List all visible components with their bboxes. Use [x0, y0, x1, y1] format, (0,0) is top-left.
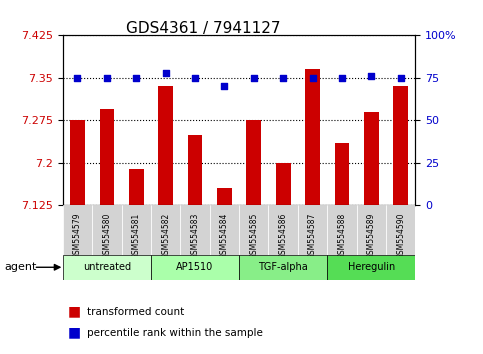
FancyBboxPatch shape	[151, 205, 180, 255]
Text: percentile rank within the sample: percentile rank within the sample	[87, 328, 263, 338]
Text: ■: ■	[68, 326, 81, 340]
Point	[162, 70, 170, 76]
FancyBboxPatch shape	[151, 255, 239, 280]
FancyBboxPatch shape	[63, 205, 92, 255]
Point	[191, 75, 199, 81]
Bar	[99, 109, 114, 205]
FancyBboxPatch shape	[122, 205, 151, 255]
Bar	[217, 188, 232, 205]
Text: GSM554590: GSM554590	[396, 213, 405, 259]
FancyBboxPatch shape	[298, 205, 327, 255]
Text: ■: ■	[68, 304, 81, 319]
FancyBboxPatch shape	[269, 205, 298, 255]
Point	[279, 75, 287, 81]
Text: GSM554579: GSM554579	[73, 213, 82, 259]
Point	[103, 75, 111, 81]
Text: transformed count: transformed count	[87, 307, 184, 316]
Point	[368, 73, 375, 79]
FancyBboxPatch shape	[239, 255, 327, 280]
Bar	[364, 112, 379, 205]
Point	[250, 75, 257, 81]
FancyBboxPatch shape	[356, 205, 386, 255]
FancyBboxPatch shape	[386, 205, 415, 255]
Text: untreated: untreated	[83, 262, 131, 272]
Bar	[158, 86, 173, 205]
Point	[132, 75, 140, 81]
Text: GSM554585: GSM554585	[249, 213, 258, 259]
Text: AP1510: AP1510	[176, 262, 213, 272]
FancyBboxPatch shape	[327, 255, 415, 280]
Bar	[188, 135, 202, 205]
Bar	[246, 120, 261, 205]
Bar	[393, 86, 408, 205]
Text: GSM554584: GSM554584	[220, 213, 229, 259]
Point	[309, 75, 316, 81]
Text: TGF-alpha: TGF-alpha	[258, 262, 308, 272]
FancyBboxPatch shape	[210, 205, 239, 255]
Text: GSM554582: GSM554582	[161, 213, 170, 259]
Text: agent: agent	[5, 262, 37, 272]
Text: GSM554588: GSM554588	[338, 213, 346, 259]
Text: GSM554587: GSM554587	[308, 213, 317, 259]
FancyBboxPatch shape	[63, 255, 151, 280]
Text: GDS4361 / 7941127: GDS4361 / 7941127	[126, 21, 280, 36]
Text: GSM554589: GSM554589	[367, 213, 376, 259]
Bar	[335, 143, 349, 205]
Bar	[129, 169, 143, 205]
Point	[338, 75, 346, 81]
Point	[221, 84, 228, 89]
Text: GSM554583: GSM554583	[190, 213, 199, 259]
FancyBboxPatch shape	[92, 205, 122, 255]
Bar	[276, 163, 290, 205]
Bar	[70, 120, 85, 205]
Text: GSM554581: GSM554581	[132, 213, 141, 259]
Text: GSM554580: GSM554580	[102, 213, 112, 259]
Point	[397, 75, 405, 81]
FancyBboxPatch shape	[180, 205, 210, 255]
Point	[73, 75, 81, 81]
Text: GSM554586: GSM554586	[279, 213, 288, 259]
FancyBboxPatch shape	[239, 205, 269, 255]
FancyBboxPatch shape	[327, 205, 356, 255]
Bar	[305, 69, 320, 205]
Text: Heregulin: Heregulin	[348, 262, 395, 272]
